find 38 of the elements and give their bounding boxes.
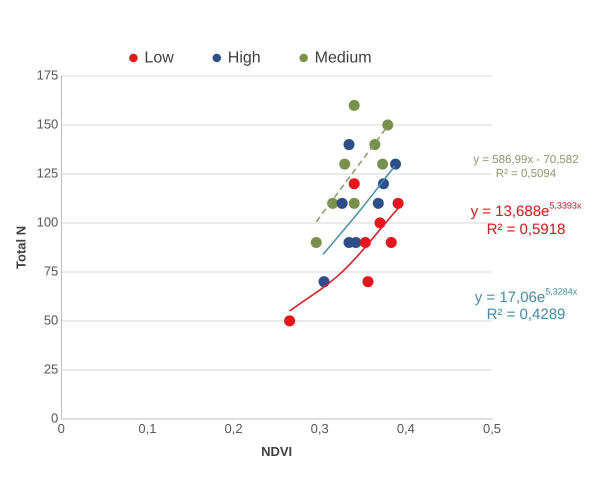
point [310,237,322,248]
y-tick-label: 25 [44,361,58,376]
x-tick-label: 0,2 [224,421,243,436]
y-axis-title: Total N [13,226,28,269]
x-tick-label: 0,5 [482,421,502,436]
y-tick-label: 100 [36,214,58,230]
point [348,178,360,190]
legend-label: Medium [314,49,372,66]
annotation: R² = 0,4289 [486,306,566,324]
point [344,139,355,150]
point [336,198,348,209]
point [382,119,394,130]
point [362,276,374,288]
legend-label: High [228,49,261,66]
point [372,198,384,209]
x-tick-label: 0,1 [138,421,156,436]
legend-label: Low [144,49,174,66]
y-tick-label: 125 [36,166,58,181]
x-tick-label: 0,4 [396,421,415,436]
y-tick-label: 50 [44,312,58,328]
point [392,198,404,209]
point [348,198,360,209]
y-tick-label: 75 [44,263,58,278]
point [348,100,360,111]
annotation: R² = 0,5918 [486,221,566,238]
y-tick-label: 0 [51,410,58,426]
x-tick-label: 0,3 [310,421,329,436]
text: R² = 0,5094 [496,168,557,180]
y-tick-label: 150 [36,116,58,132]
annotation: y = 586,99x - 70,582 [473,154,579,166]
y-tick-label: 175 [36,68,58,83]
x-axis-title: NDVI [261,444,292,459]
point [377,158,388,170]
point [386,237,397,248]
point [339,158,350,170]
point [390,158,402,170]
point [374,217,386,228]
point [284,315,296,326]
